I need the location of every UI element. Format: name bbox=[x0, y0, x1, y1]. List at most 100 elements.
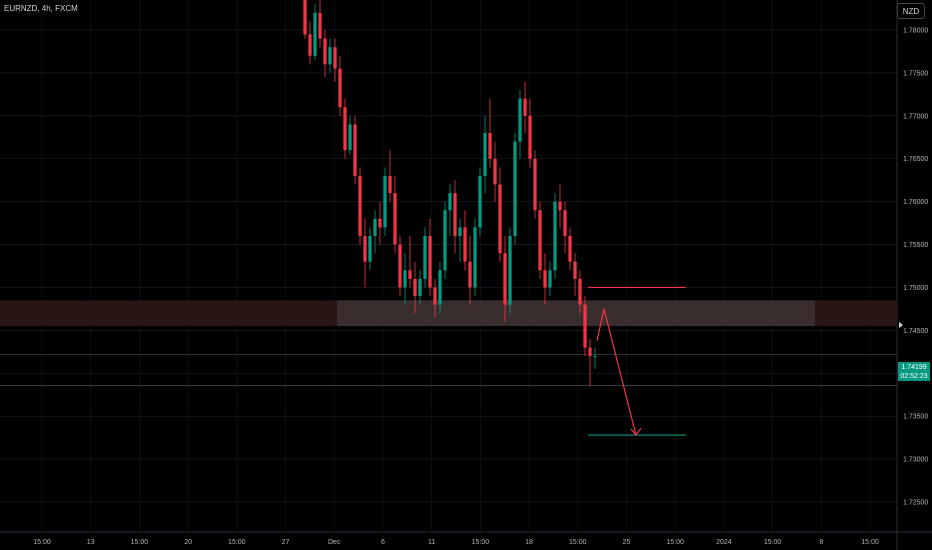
zone-marker-icon bbox=[899, 322, 903, 328]
x-tick-label: 15:00 bbox=[666, 539, 684, 546]
candle-body bbox=[383, 175, 387, 228]
x-tick-label: 15:00 bbox=[472, 539, 490, 546]
arrow-head-icon bbox=[630, 427, 642, 437]
candle-body bbox=[303, 0, 307, 35]
candle-body bbox=[373, 218, 377, 236]
candle-body bbox=[428, 235, 432, 288]
candle-body bbox=[483, 133, 487, 176]
candle-body bbox=[488, 133, 492, 159]
candle-body bbox=[568, 235, 572, 262]
candle-body bbox=[463, 227, 467, 262]
candle-body bbox=[438, 270, 442, 305]
candle-body bbox=[433, 287, 437, 305]
candle-body bbox=[523, 98, 527, 116]
candle-body bbox=[333, 47, 337, 69]
x-tick-label: 15:00 bbox=[861, 539, 879, 546]
candle-body bbox=[418, 278, 422, 297]
candle-body bbox=[323, 38, 327, 65]
bar-countdown: 02:52:23 bbox=[900, 372, 928, 380]
candle-body bbox=[563, 210, 567, 236]
candle-body bbox=[408, 270, 412, 279]
candle-body bbox=[403, 270, 407, 288]
candle-body bbox=[363, 235, 367, 262]
last-price-value: 1.74199 bbox=[901, 363, 927, 371]
candle-body bbox=[378, 218, 382, 228]
candle-body bbox=[393, 193, 397, 245]
y-tick-label: 1.77000 bbox=[903, 113, 928, 120]
candle-body bbox=[388, 175, 392, 194]
symbol-title: EURNZD, 4h, FXCM bbox=[4, 4, 78, 13]
candle-body bbox=[468, 261, 472, 288]
x-tick-label: 25 bbox=[623, 539, 631, 546]
y-tick-label: 1.75500 bbox=[903, 242, 928, 249]
x-tick-label: 15:00 bbox=[569, 539, 587, 546]
y-tick-label: 1.74500 bbox=[903, 328, 928, 335]
candle-body bbox=[538, 210, 542, 271]
candle-body bbox=[358, 175, 362, 236]
candle-body bbox=[318, 12, 322, 39]
candle-body bbox=[453, 193, 457, 236]
candle-body bbox=[528, 115, 532, 159]
x-tick-label: 15:00 bbox=[228, 539, 246, 546]
candle-body bbox=[518, 98, 522, 142]
candle-body bbox=[588, 347, 592, 357]
x-tick-label: 27 bbox=[282, 539, 290, 546]
candle-body bbox=[423, 235, 427, 279]
candle-body bbox=[328, 47, 332, 65]
candle-body bbox=[348, 124, 352, 151]
demand-zone-highlight bbox=[337, 300, 815, 327]
x-tick-label: 15:00 bbox=[131, 539, 149, 546]
candle-body bbox=[583, 304, 587, 348]
y-tick-label: 1.76000 bbox=[903, 199, 928, 206]
y-tick-label: 1.73000 bbox=[903, 457, 928, 464]
y-tick-label: 1.72500 bbox=[903, 499, 928, 506]
candle-body bbox=[353, 124, 357, 176]
candle-body bbox=[398, 244, 402, 288]
candle-body bbox=[338, 68, 342, 108]
candle-body bbox=[533, 158, 537, 211]
x-tick-label: 11 bbox=[428, 539, 435, 546]
x-tick-label: 18 bbox=[525, 539, 533, 546]
candle-body bbox=[503, 253, 507, 305]
candle-body bbox=[548, 270, 552, 288]
candle-body bbox=[498, 184, 502, 254]
candle-body bbox=[513, 141, 517, 236]
candle-body bbox=[553, 201, 557, 271]
candle-body bbox=[558, 201, 562, 211]
demand-zone-left bbox=[0, 300, 337, 327]
candle-body bbox=[448, 193, 452, 211]
y-tick-label: 1.78000 bbox=[903, 28, 928, 35]
x-tick-label: 2024 bbox=[716, 539, 732, 546]
candle-body bbox=[413, 278, 417, 297]
candle-body bbox=[578, 278, 582, 305]
projection-arrow bbox=[596, 308, 637, 436]
candles bbox=[303, 0, 597, 387]
candle-body bbox=[458, 227, 462, 236]
x-tick-label: 15:00 bbox=[764, 539, 782, 546]
candle-body bbox=[593, 356, 597, 358]
demand-zone-right bbox=[815, 300, 897, 327]
candle-body bbox=[313, 12, 317, 56]
candle-body bbox=[508, 235, 512, 305]
x-tick-label: 20 bbox=[184, 539, 192, 546]
candle-body bbox=[443, 210, 447, 271]
time-axis: 15:00 13 15:00 20 15:00 27 Dec 6 11 15:00 18 15:00 2… bbox=[33, 539, 879, 546]
x-tick-label: 8 bbox=[819, 539, 823, 546]
y-tick-label: 1.77500 bbox=[903, 70, 928, 77]
x-tick-label: 15:00 bbox=[33, 539, 51, 546]
candle-body bbox=[308, 34, 312, 56]
candle-body bbox=[368, 235, 372, 262]
x-tick-label: 6 bbox=[381, 539, 385, 546]
horizontal-lines bbox=[0, 354, 897, 386]
y-tick-label: 1.75000 bbox=[903, 285, 928, 292]
x-tick-label: 13 bbox=[87, 539, 95, 546]
candle-body bbox=[573, 261, 577, 279]
candle-body bbox=[473, 227, 477, 288]
x-tick-label: Dec bbox=[328, 539, 341, 546]
candle-body bbox=[343, 107, 347, 151]
candle-body bbox=[478, 175, 482, 228]
last-price-tag: 1.74199 02:52:23 bbox=[898, 362, 930, 381]
y-tick-label: 1.76500 bbox=[903, 156, 928, 163]
